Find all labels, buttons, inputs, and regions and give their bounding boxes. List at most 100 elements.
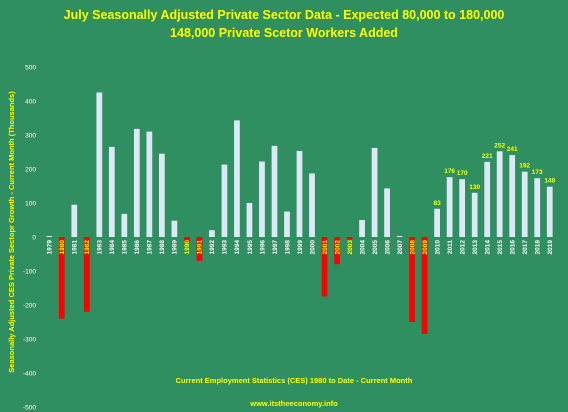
category-label-1987: 1987 <box>147 240 154 255</box>
y-tick-label: -200 <box>23 303 36 310</box>
category-label-1998: 1998 <box>284 240 291 255</box>
category-label-1997: 1997 <box>272 240 279 255</box>
category-label-1993: 1993 <box>222 240 229 255</box>
category-label-2006: 2006 <box>384 240 391 255</box>
category-label-2001: 2001 <box>322 240 329 255</box>
bars-group <box>46 92 553 334</box>
bar-2000 <box>309 173 315 237</box>
bar-2002 <box>334 237 340 265</box>
category-label-2004: 2004 <box>359 240 366 255</box>
data-label-2015: 252 <box>494 142 505 149</box>
y-tick-label: 300 <box>25 133 36 140</box>
y-axis-ticks: 500 400 300 200 100 0 -100 -200 -300 -400 -500 <box>23 65 36 412</box>
bar-1992 <box>209 230 215 237</box>
data-label-2014: 221 <box>482 153 493 160</box>
category-label-2011: 2011 <box>447 240 454 254</box>
chart-subtitle: 148,000 Private Scetor Workers Added <box>170 26 398 40</box>
category-label-1991: 1991 <box>197 240 204 255</box>
y-tick-label: -300 <box>23 337 36 344</box>
category-label-1988: 1988 <box>159 240 166 255</box>
bar-1998 <box>284 211 290 237</box>
y-tick-label: -100 <box>23 269 36 276</box>
category-label-2018: 2018 <box>535 240 542 255</box>
chart-title: July Seasonally Adjusted Private Sector … <box>64 8 505 22</box>
bar-2014 <box>484 161 491 237</box>
bar-2001 <box>321 237 328 297</box>
bar-1985 <box>121 213 128 237</box>
category-label-2000: 2000 <box>309 240 316 255</box>
bar-2006 <box>384 188 390 237</box>
bar-1979 <box>46 235 53 237</box>
bar-1982 <box>83 237 90 312</box>
bar-2016 <box>509 155 516 237</box>
bar-1991 <box>196 237 203 261</box>
bar-2019 <box>546 186 553 237</box>
data-label-2016: 241 <box>507 146 518 153</box>
bar-1995 <box>246 203 253 237</box>
category-label-2016: 2016 <box>510 240 517 255</box>
chart-note: Current Employment Statistics (CES) 1980… <box>176 376 413 385</box>
category-label-1979: 1979 <box>47 240 54 255</box>
bar-1987 <box>146 131 153 237</box>
bar-1983 <box>96 92 103 237</box>
y-tick-label: 100 <box>25 201 36 208</box>
data-label-2010: 83 <box>434 200 442 207</box>
category-label-1985: 1985 <box>122 240 129 255</box>
data-label-2017: 192 <box>519 163 530 170</box>
bar-1989 <box>171 220 178 237</box>
bar-2013 <box>471 192 478 237</box>
category-label-2007: 2007 <box>397 240 404 255</box>
category-label-2003: 2003 <box>347 240 354 255</box>
category-label-1984: 1984 <box>109 240 116 255</box>
bar-1994 <box>234 120 240 237</box>
category-label-2010: 2010 <box>434 240 441 255</box>
category-label-2019: 2019 <box>547 240 554 255</box>
category-label-2017: 2017 <box>522 240 529 255</box>
bar-2015 <box>496 151 503 237</box>
bar-2009 <box>421 237 428 334</box>
category-label-1992: 1992 <box>209 240 216 255</box>
y-tick-label: 200 <box>25 167 36 174</box>
category-label-1986: 1986 <box>134 240 141 255</box>
bar-1986 <box>133 128 140 237</box>
data-label-2013: 130 <box>469 184 480 191</box>
bar-1988 <box>158 153 165 237</box>
category-label-1983: 1983 <box>97 240 104 255</box>
bar-1980 <box>58 237 65 319</box>
category-label-2002: 2002 <box>334 240 341 255</box>
bar-2004 <box>359 220 365 237</box>
category-label-1981: 1981 <box>72 240 79 255</box>
bar-1984 <box>108 146 115 237</box>
category-label-2013: 2013 <box>472 240 479 255</box>
category-label-2015: 2015 <box>497 240 504 255</box>
data-label-2012: 170 <box>457 170 468 177</box>
bar-2003 <box>346 237 353 240</box>
y-axis-label: Seasonally Adjusted CES Private Sectopr … <box>7 91 16 373</box>
category-label-2014: 2014 <box>484 240 491 255</box>
y-tick-label: 500 <box>25 65 36 72</box>
data-label-2019: 148 <box>544 178 555 185</box>
bar-1999 <box>296 150 303 237</box>
y-tick-label: -500 <box>23 405 36 412</box>
bar-2010 <box>434 208 441 237</box>
category-label-1994: 1994 <box>234 240 241 255</box>
category-label-1980: 1980 <box>59 240 66 255</box>
bar-2018 <box>534 178 541 237</box>
bar-2007 <box>396 235 403 237</box>
category-label-2005: 2005 <box>372 240 379 255</box>
category-label-1989: 1989 <box>172 240 179 255</box>
category-label-1990: 1990 <box>184 240 191 255</box>
data-label-2018: 173 <box>532 169 543 176</box>
bar-2005 <box>371 147 378 237</box>
category-label-2008: 2008 <box>409 240 416 255</box>
y-tick-label: 0 <box>32 235 36 242</box>
bar-1981 <box>71 204 78 237</box>
category-label-1982: 1982 <box>84 240 91 255</box>
category-label-1996: 1996 <box>259 240 266 255</box>
category-label-2009: 2009 <box>422 240 429 255</box>
y-tick-label: -400 <box>23 371 36 378</box>
category-label-1999: 1999 <box>297 240 304 255</box>
